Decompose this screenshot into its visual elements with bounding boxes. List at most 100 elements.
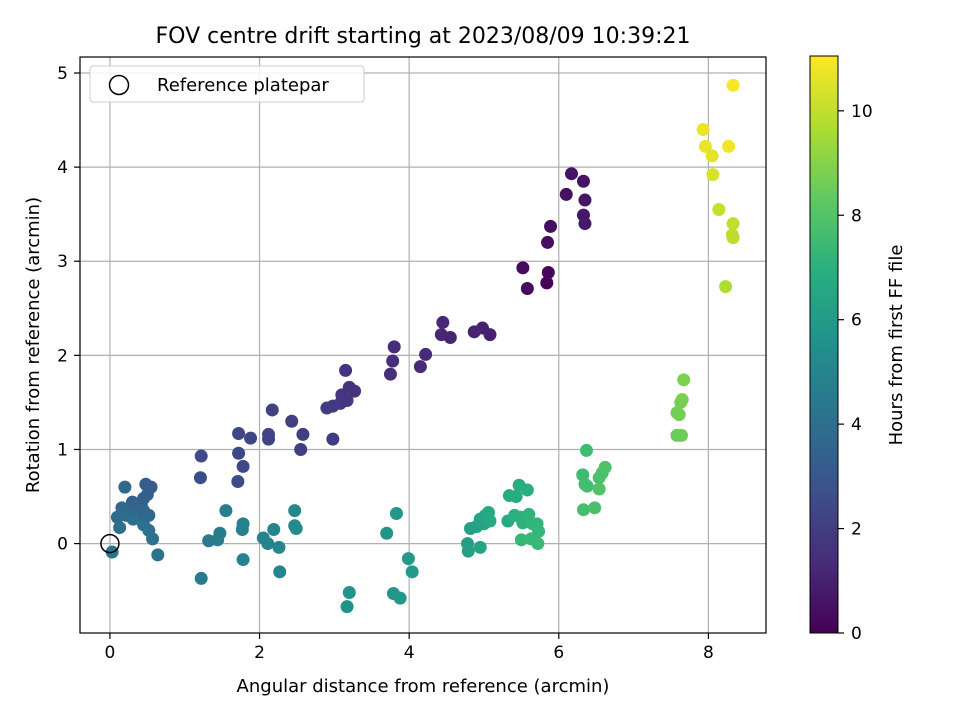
data-point: [244, 431, 258, 445]
data-point: [289, 522, 303, 536]
data-point: [272, 540, 286, 554]
x-axis-ticks: 0 2 4 6 8: [105, 633, 714, 663]
colorbar: 0 2 4 6 8 10 Hours from first FF file: [809, 55, 907, 644]
x-tick-label: 6: [553, 643, 564, 663]
data-point: [559, 187, 573, 201]
data-point: [236, 553, 250, 567]
data-point: [580, 479, 594, 493]
data-point: [434, 328, 448, 342]
colorbar-tick-label: 0: [851, 624, 862, 644]
data-point: [520, 483, 534, 497]
y-axis-label: Rotation from reference (arcmin): [23, 197, 44, 493]
data-point: [726, 217, 740, 231]
y-tick-label: 3: [57, 252, 68, 272]
y-tick-label: 4: [57, 158, 68, 178]
data-point: [288, 504, 302, 518]
data-point: [712, 202, 726, 216]
data-point: [520, 282, 534, 296]
colorbar-tick-label: 2: [851, 520, 862, 540]
data-point: [232, 426, 246, 440]
data-point: [576, 503, 590, 517]
data-point: [483, 514, 497, 528]
x-tick-label: 8: [703, 643, 714, 663]
data-point: [579, 443, 593, 457]
data-point: [588, 501, 602, 515]
data-point: [473, 540, 487, 554]
y-tick-label: 1: [57, 440, 68, 460]
colorbar-ticks: 0 2 4 6 8 10: [838, 102, 873, 644]
legend: Reference platepar: [89, 65, 365, 103]
data-point: [236, 517, 250, 531]
data-point: [722, 139, 736, 153]
data-point: [194, 449, 208, 463]
data-point: [436, 315, 450, 329]
legend-entry-label: Reference platepar: [157, 75, 329, 96]
data-point: [541, 235, 555, 249]
data-point: [705, 149, 719, 163]
data-point: [193, 471, 207, 485]
data-point: [578, 193, 592, 207]
colorbar-tick-label: 4: [851, 415, 862, 435]
data-point: [514, 533, 528, 547]
x-tick-label: 4: [404, 643, 415, 663]
data-point: [113, 521, 127, 535]
reference-point-marker: [100, 533, 120, 554]
data-point: [326, 432, 340, 446]
data-point: [151, 548, 165, 562]
data-point: [265, 403, 279, 417]
data-point: [273, 565, 287, 579]
data-point: [285, 414, 299, 428]
data-point: [320, 401, 334, 415]
data-point: [339, 363, 353, 377]
data-point: [401, 552, 415, 566]
x-tick-label: 0: [105, 643, 116, 663]
data-point: [194, 571, 208, 585]
legend-box: [89, 65, 365, 103]
scatter-points: [105, 78, 740, 614]
y-axis-ticks: 0 1 2 3 4 5: [57, 64, 80, 555]
data-point: [516, 261, 530, 275]
data-point: [719, 280, 733, 294]
data-point: [706, 168, 720, 182]
data-point: [419, 347, 433, 361]
data-point: [262, 432, 276, 446]
plot-frame: [79, 56, 767, 634]
data-point: [674, 428, 688, 442]
data-point: [598, 460, 612, 474]
data-point: [389, 506, 403, 520]
data-point: [544, 219, 558, 233]
data-point: [413, 360, 427, 374]
data-point: [677, 373, 691, 387]
data-point: [592, 482, 606, 496]
data-point: [387, 340, 401, 354]
y-tick-label: 0: [57, 535, 68, 555]
data-point: [467, 325, 481, 339]
data-point: [383, 367, 397, 381]
colorbar-tick-label: 6: [851, 311, 862, 331]
data-point: [564, 167, 578, 181]
data-point: [231, 474, 245, 488]
data-point: [725, 228, 739, 242]
data-point: [236, 459, 250, 473]
data-point: [578, 217, 592, 231]
data-point: [386, 354, 400, 368]
data-point: [405, 565, 419, 579]
x-axis-label: Angular distance from reference (arcmin): [237, 676, 610, 697]
data-point: [261, 537, 275, 551]
chart-title: FOV centre drift starting at 2023/08/09 …: [156, 24, 691, 49]
data-point: [672, 408, 686, 422]
legend-marker-icon: [108, 74, 130, 96]
data-point: [698, 139, 712, 153]
data-point: [126, 512, 140, 526]
grid-lines: [80, 57, 766, 633]
data-point: [461, 544, 475, 558]
colorbar-label: Hours from first FF file: [886, 245, 907, 446]
data-point: [531, 537, 545, 551]
colorbar-tick-label: 8: [851, 206, 862, 226]
colorbar-gradient: [809, 55, 839, 634]
x-tick-label: 2: [254, 643, 265, 663]
data-point: [576, 174, 590, 188]
data-point: [696, 122, 710, 136]
data-point: [540, 276, 554, 290]
